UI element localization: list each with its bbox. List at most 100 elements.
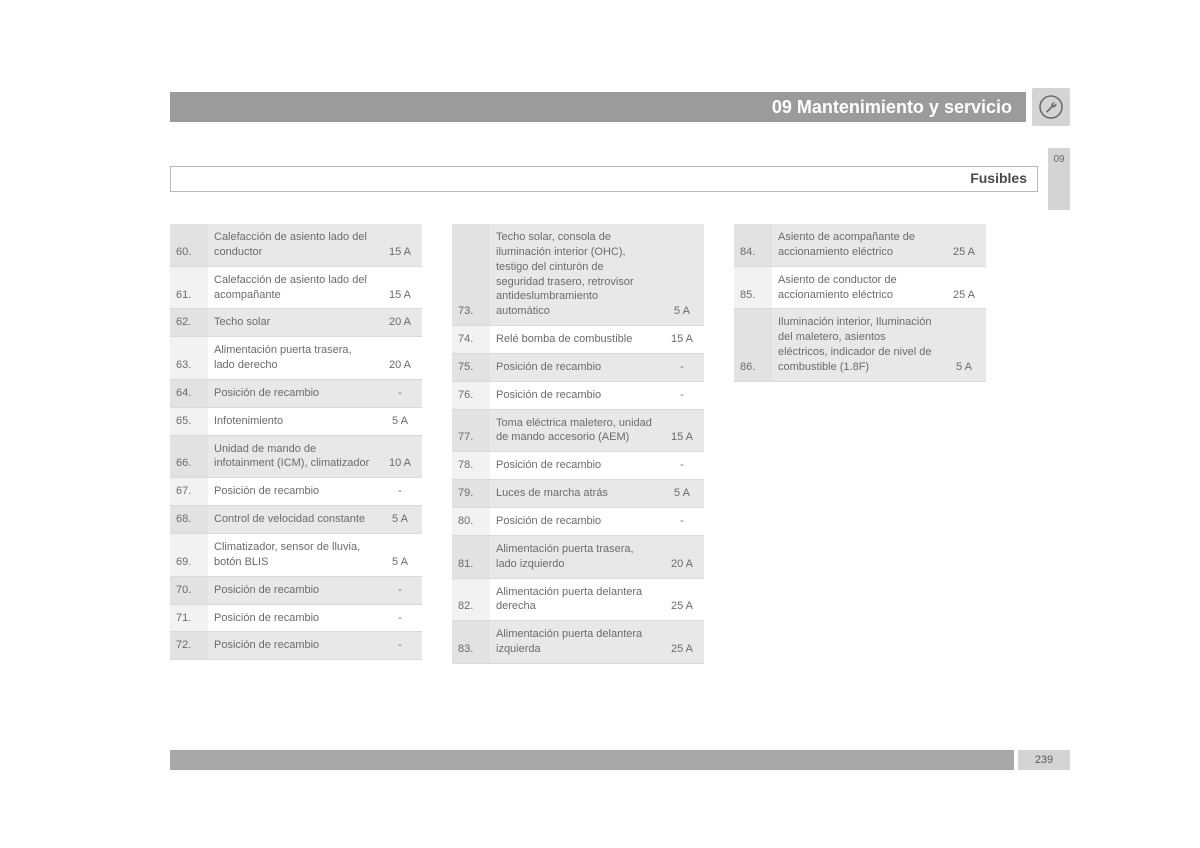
- fuse-number: 63.: [170, 337, 208, 380]
- fuse-description: Asiento de conductor de accionamiento el…: [772, 266, 942, 309]
- fuse-number: 65.: [170, 407, 208, 435]
- fuse-number: 68.: [170, 506, 208, 534]
- fuse-column-2: 73.Techo solar, consola de iluminación i…: [452, 224, 704, 664]
- fuse-number: 64.: [170, 379, 208, 407]
- page-number: 239: [1035, 754, 1053, 766]
- table-row: 67.Posición de recambio-: [170, 478, 422, 506]
- table-row: 71.Posición de recambio-: [170, 604, 422, 632]
- fuse-amperage: -: [378, 576, 422, 604]
- fuse-amperage: 10 A: [378, 435, 422, 478]
- fuse-number: 70.: [170, 576, 208, 604]
- fuse-number: 67.: [170, 478, 208, 506]
- table-row: 66.Unidad de mando de infotainment (ICM)…: [170, 435, 422, 478]
- fuse-amperage: 15 A: [378, 224, 422, 266]
- table-row: 70.Posición de recambio-: [170, 576, 422, 604]
- fuse-amperage: 25 A: [660, 621, 704, 664]
- table-row: 72.Posición de recambio-: [170, 632, 422, 660]
- section-title: Fusibles: [970, 170, 1027, 186]
- fuse-amperage: 25 A: [660, 578, 704, 621]
- table-row: 81.Alimentación puerta trasera, lado izq…: [452, 535, 704, 578]
- fuse-description: Posición de recambio: [208, 632, 378, 660]
- fuse-description: Posición de recambio: [490, 507, 660, 535]
- fuse-amperage: 5 A: [378, 407, 422, 435]
- fuse-description: Infotenimiento: [208, 407, 378, 435]
- fuse-amperage: -: [378, 632, 422, 660]
- wrench-icon-box: [1032, 88, 1070, 126]
- fuse-description: Techo solar: [208, 309, 378, 337]
- fuse-amperage: 25 A: [942, 266, 986, 309]
- wrench-icon: [1039, 95, 1063, 119]
- fuse-number: 71.: [170, 604, 208, 632]
- fuse-amperage: 25 A: [942, 224, 986, 266]
- fuse-amperage: 5 A: [660, 224, 704, 326]
- table-row: 68.Control de velocidad constante5 A: [170, 506, 422, 534]
- fuse-amperage: 5 A: [942, 309, 986, 381]
- fuse-number: 83.: [452, 621, 490, 664]
- table-row: 84.Asiento de acompañante de accionamien…: [734, 224, 986, 266]
- table-row: 79.Luces de marcha atrás5 A: [452, 480, 704, 508]
- fuse-description: Iluminación interior, Iluminación del ma…: [772, 309, 942, 381]
- fuse-number: 73.: [452, 224, 490, 326]
- fuse-number: 66.: [170, 435, 208, 478]
- table-row: 74.Relé bomba de combustible15 A: [452, 326, 704, 354]
- table-row: 62.Techo solar20 A: [170, 309, 422, 337]
- fuse-column-1: 60.Calefacción de asiento lado del condu…: [170, 224, 422, 664]
- fuse-amperage: 15 A: [660, 326, 704, 354]
- fuse-amperage: 15 A: [378, 266, 422, 309]
- chapter-header-bar: 09 Mantenimiento y servicio: [170, 92, 1026, 122]
- table-row: 76.Posición de recambio-: [452, 381, 704, 409]
- table-row: 86.Iluminación interior, Iluminación del…: [734, 309, 986, 381]
- table-row: 61.Calefacción de asiento lado del acomp…: [170, 266, 422, 309]
- fuse-description: Asiento de acompañante de accionamiento …: [772, 224, 942, 266]
- fuse-amperage: 20 A: [378, 309, 422, 337]
- fuse-amperage: -: [378, 604, 422, 632]
- fuse-number: 79.: [452, 480, 490, 508]
- fuse-amperage: -: [660, 507, 704, 535]
- fuse-description: Calefacción de asiento lado del conducto…: [208, 224, 378, 266]
- fuse-description: Luces de marcha atrás: [490, 480, 660, 508]
- manual-page: 09 Mantenimiento y servicio Fusibles 09 …: [0, 0, 1200, 848]
- table-row: 73.Techo solar, consola de iluminación i…: [452, 224, 704, 326]
- fuse-description: Posición de recambio: [490, 381, 660, 409]
- table-row: 69.Climatizador, sensor de lluvia, botón…: [170, 533, 422, 576]
- chapter-title: 09 Mantenimiento y servicio: [772, 97, 1012, 118]
- table-row: 80.Posición de recambio-: [452, 507, 704, 535]
- footer-bar: [170, 750, 1014, 770]
- fuse-description: Climatizador, sensor de lluvia, botón BL…: [208, 533, 378, 576]
- fuse-number: 77.: [452, 409, 490, 452]
- fuse-amperage: -: [660, 381, 704, 409]
- fuse-number: 69.: [170, 533, 208, 576]
- fuse-description: Alimentación puerta trasera, lado izquie…: [490, 535, 660, 578]
- fuse-table: 60.Calefacción de asiento lado del condu…: [170, 224, 422, 660]
- chapter-header: 09 Mantenimiento y servicio: [170, 88, 1070, 126]
- table-row: 85.Asiento de conductor de accionamiento…: [734, 266, 986, 309]
- fuse-number: 81.: [452, 535, 490, 578]
- fuse-amperage: -: [660, 452, 704, 480]
- fuse-columns: 60.Calefacción de asiento lado del condu…: [170, 224, 1070, 664]
- fuse-description: Posición de recambio: [208, 604, 378, 632]
- fuse-description: Techo solar, consola de iluminación inte…: [490, 224, 660, 326]
- fuse-number: 75.: [452, 353, 490, 381]
- fuse-number: 82.: [452, 578, 490, 621]
- fuse-number: 80.: [452, 507, 490, 535]
- fuse-amperage: 5 A: [660, 480, 704, 508]
- table-row: 65.Infotenimiento5 A: [170, 407, 422, 435]
- fuse-description: Alimentación puerta delantera izquierda: [490, 621, 660, 664]
- table-row: 63.Alimentación puerta trasera, lado der…: [170, 337, 422, 380]
- fuse-description: Posición de recambio: [490, 353, 660, 381]
- table-row: 78.Posición de recambio-: [452, 452, 704, 480]
- fuse-amperage: 20 A: [378, 337, 422, 380]
- fuse-description: Unidad de mando de infotainment (ICM), c…: [208, 435, 378, 478]
- fuse-number: 85.: [734, 266, 772, 309]
- fuse-amperage: 20 A: [660, 535, 704, 578]
- fuse-description: Posición de recambio: [208, 478, 378, 506]
- table-row: 64.Posición de recambio-: [170, 379, 422, 407]
- fuse-number: 76.: [452, 381, 490, 409]
- table-row: 60.Calefacción de asiento lado del condu…: [170, 224, 422, 266]
- fuse-number: 86.: [734, 309, 772, 381]
- fuse-description: Posición de recambio: [208, 576, 378, 604]
- fuse-number: 60.: [170, 224, 208, 266]
- fuse-amperage: 15 A: [660, 409, 704, 452]
- fuse-column-3: 84.Asiento de acompañante de accionamien…: [734, 224, 986, 664]
- fuse-table: 73.Techo solar, consola de iluminación i…: [452, 224, 704, 664]
